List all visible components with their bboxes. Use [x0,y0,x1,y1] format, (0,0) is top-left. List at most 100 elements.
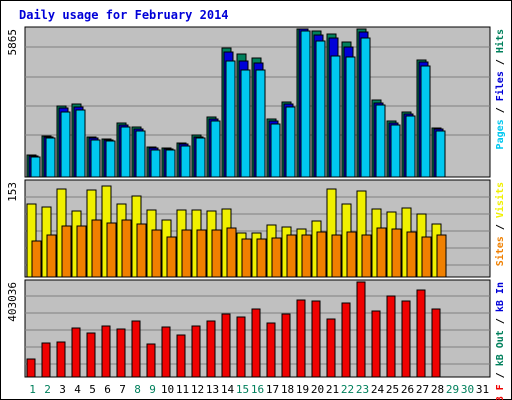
legend-entry: / [495,312,506,330]
bar-sites-day-23 [361,234,372,278]
bar-pages-day-18 [285,106,296,178]
bar-sites-day-26 [406,231,417,278]
bar-kb-f-day-28 [431,308,441,378]
bar-kb-f-day-22 [341,302,351,378]
bar-kb-f-day-17 [266,322,276,378]
x-tick-label: 28 [431,383,444,396]
x-tick-label: 20 [311,383,324,396]
x-tick-label: 24 [371,383,385,396]
panel-bot: 403036 kB F / kB Out / kB In [6,279,506,400]
bar-kb-f-day-8 [131,320,141,378]
bar-kb-f-day-10 [161,326,171,378]
bar-sites-day-13 [211,229,222,278]
bar-sites-day-14 [226,227,237,278]
x-tick-label: 29 [446,383,459,396]
bar-sites-day-8 [136,223,147,278]
x-tick-label: 22 [341,383,354,396]
bar-kb-f-day-13 [206,320,216,378]
x-tick-label: 10 [161,383,174,396]
panel-mid: 153 Sites / Visits [6,179,506,278]
bar-sites-day-28 [436,234,447,278]
bar-pages-day-10 [165,149,176,178]
bar-pages-day-7 [120,126,131,178]
bar-kb-f-day-20 [311,300,321,378]
bar-sites-day-12 [196,229,207,278]
bar-sites-day-10 [166,236,177,278]
legend-entry: kB Out [495,330,506,366]
bar-sites-day-19 [301,234,312,278]
bar-sites-day-25 [391,228,402,278]
legend-entry: / [495,366,506,384]
bar-sites-day-6 [106,222,117,278]
x-tick-label: 17 [266,383,279,396]
x-tick-label: 8 [134,383,141,396]
x-axis-day-labels: 1 2 3 4 5 6 7 8 9 10 11 12 13 14 15 16 17 18 19 20 21 22 23 24 2… [29,383,489,396]
x-tick-label: 6 [104,383,111,396]
x-tick-label: 30 [461,383,474,396]
bar-pages-day-25 [390,124,401,178]
bar-kb-f-day-6 [101,325,111,378]
bar-kb-f-day-12 [191,325,201,378]
bar-pages-day-24 [375,104,386,178]
bar-sites-day-11 [181,229,192,278]
bar-pages-day-21 [330,55,341,178]
bar-kb-f-day-14 [221,313,231,378]
x-tick-label: 18 [281,383,294,396]
bar-sites-day-18 [286,234,297,278]
bar-kb-f-day-21 [326,318,336,378]
bar-kb-f-day-3 [56,341,66,378]
legend-entry: Files [494,71,506,101]
bar-sites-day-17 [271,237,282,278]
bar-sites-day-7 [121,219,132,278]
x-tick-label: 11 [176,383,189,396]
bar-sites-day-16 [256,238,267,278]
bar-kb-f-day-24 [371,310,381,378]
bar-pages-day-11 [180,145,191,178]
x-tick-label: 15 [236,383,249,396]
legend-entry: Pages [495,119,506,149]
x-tick-label: 1 [29,383,36,396]
x-tick-label: 12 [191,383,204,396]
bar-sites-day-5 [91,219,102,278]
bar-pages-day-6 [105,140,116,178]
x-tick-label: 26 [401,383,414,396]
x-tick-label: 14 [221,383,235,396]
legend-entry: kB F [495,384,506,400]
bar-pages-day-4 [75,109,86,178]
bar-pages-day-1 [30,156,41,178]
bar-kb-f-day-23 [356,281,366,378]
bar-kb-f-day-5 [86,332,96,378]
legend-entry: / [495,101,506,119]
bar-sites-day-2 [46,234,57,278]
panel-bot-legend: kB F / kB Out / kB In [495,282,506,400]
bar-pages-day-5 [90,139,101,178]
bar-pages-day-26 [405,115,416,178]
x-tick-label: 21 [326,383,339,396]
bar-kb-f-day-19 [296,299,306,378]
x-tick-label: 3 [59,383,66,396]
x-tick-label: 5 [89,383,96,396]
x-tick-label: 23 [356,383,369,396]
bar-kb-f-day-27 [416,289,426,378]
panel-top-legend: Pages / Files / Hits [494,29,506,149]
chart-title: Daily usage for February 2014 [19,8,229,22]
bar-pages-day-8 [135,130,146,178]
bar-kb-f-day-7 [116,328,126,378]
x-tick-label: 16 [251,383,264,396]
panel-top: 5865 Pages / Files / Hits [6,26,506,178]
bar-sites-day-9 [151,229,162,278]
x-tick-label: 7 [119,383,126,396]
panel-mid-legend: Sites / Visits [494,182,506,266]
bar-kb-f-day-9 [146,343,156,378]
bar-pages-day-14 [225,60,236,178]
x-tick-label: 27 [416,383,429,396]
bar-sites-day-1 [31,240,42,278]
bar-kb-f-day-25 [386,295,396,378]
x-tick-label: 13 [206,383,219,396]
x-tick-label: 19 [296,383,309,396]
panel-bot-max-label: 403036 [6,282,19,322]
bar-kb-f-day-16 [251,308,261,378]
bar-pages-day-2 [45,137,56,178]
